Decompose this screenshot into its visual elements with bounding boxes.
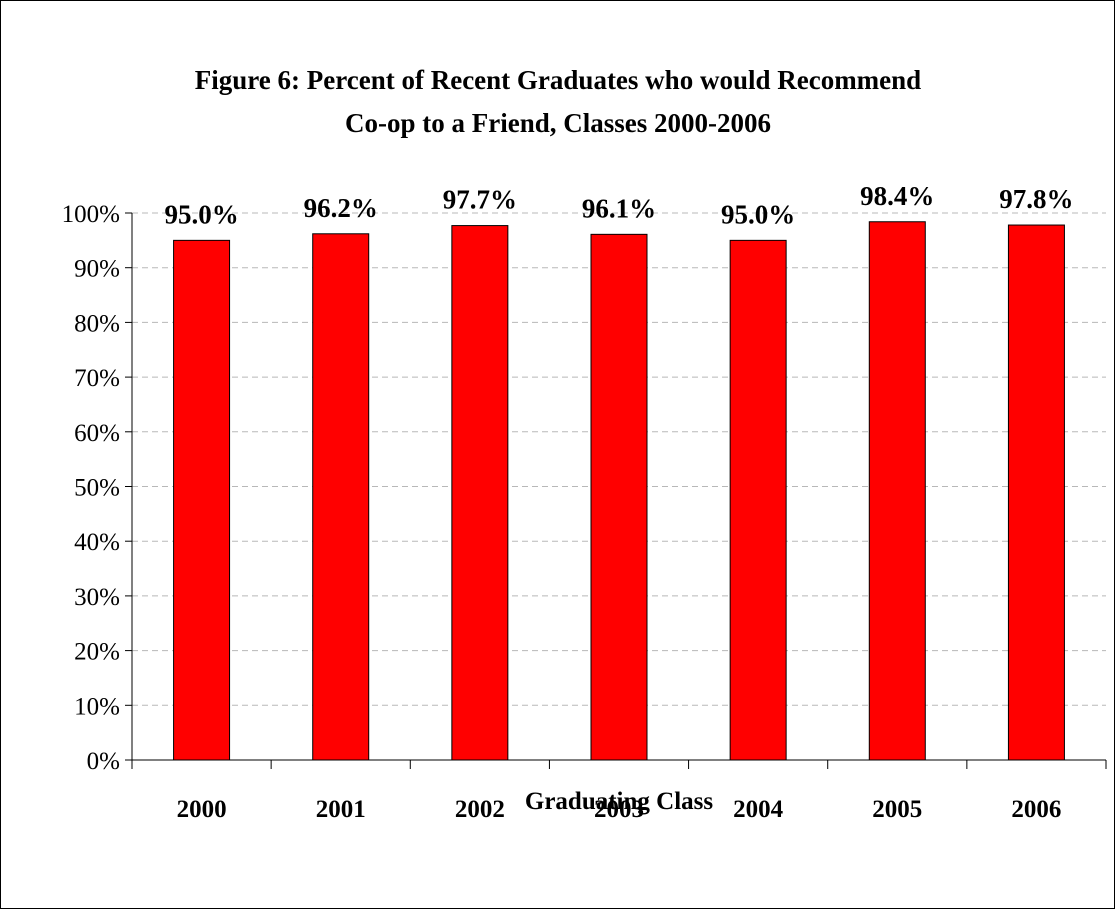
- data-label-2005: 98.4%: [860, 181, 934, 211]
- data-label-2001: 96.2%: [304, 193, 378, 223]
- y-tick-label: 60%: [74, 420, 120, 447]
- y-tick-label: 30%: [74, 584, 120, 611]
- x-tick-label-2005: 2005: [872, 796, 922, 823]
- x-tick-label-2006: 2006: [1011, 796, 1061, 823]
- x-tick-label-2001: 2001: [316, 796, 366, 823]
- bar-2003: [590, 233, 648, 761]
- y-tick-label: 50%: [74, 475, 120, 502]
- bar-2000: [173, 239, 231, 761]
- bar-2002: [451, 225, 509, 761]
- x-tick-label-2003: 2003: [594, 796, 644, 823]
- x-axis-ticks: 2000 2001 2002 2003 2004 2005 2006: [131, 760, 1107, 823]
- y-axis-ticks: 0% 10% 20% 30% 40% 50% 60% 70% 80% 90% 100%: [62, 201, 132, 775]
- y-tick-label: 40%: [74, 529, 120, 556]
- bar-2006: [1007, 224, 1065, 761]
- x-tick-label-2002: 2002: [455, 796, 505, 823]
- data-label-2000: 95.0%: [164, 199, 238, 229]
- y-tick-label: 70%: [74, 365, 120, 392]
- x-tick-label-2004: 2004: [733, 796, 784, 823]
- y-tick-label: 100%: [62, 201, 120, 228]
- chart-title: Figure 6: Percent of Recent Graduates wh…: [195, 65, 921, 138]
- bar-2005: [868, 221, 926, 761]
- data-labels: 95.0% 96.2% 97.7% 96.1% 95.0% 98.4% 97.8%: [164, 181, 1073, 230]
- bars: [173, 221, 1065, 761]
- y-tick-label: 20%: [74, 639, 120, 666]
- bar-2001: [312, 233, 370, 761]
- data-label-2002: 97.7%: [443, 185, 517, 215]
- bar-2004: [729, 239, 787, 761]
- chart-title-line-2: Co-op to a Friend, Classes 2000-2006: [345, 108, 771, 138]
- data-label-2006: 97.8%: [999, 184, 1073, 214]
- x-tick-label-2000: 2000: [177, 796, 227, 823]
- data-label-2003: 96.1%: [582, 193, 656, 223]
- axes: [131, 213, 1106, 761]
- y-tick-label: 0%: [87, 748, 120, 775]
- y-tick-label: 90%: [74, 256, 120, 283]
- y-tick-label: 80%: [74, 310, 120, 337]
- data-label-2004: 95.0%: [721, 199, 795, 229]
- gridlines: [132, 212, 1106, 706]
- chart-title-line-1: Figure 6: Percent of Recent Graduates wh…: [195, 65, 921, 95]
- y-tick-label: 10%: [74, 693, 120, 720]
- x-axis-title: Graduating Class: [525, 788, 714, 815]
